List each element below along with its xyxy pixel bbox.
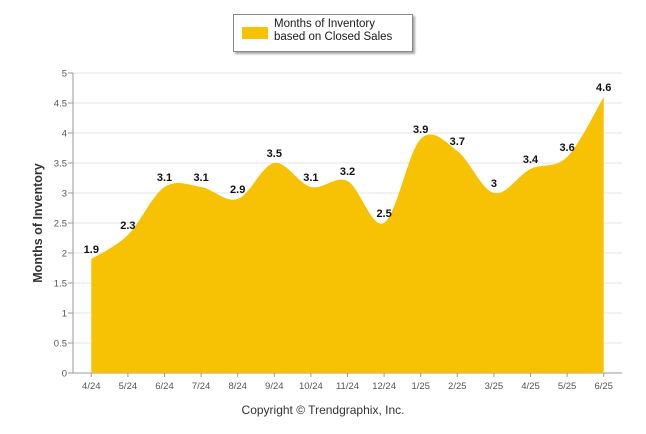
x-tick-label: 11/24 (336, 381, 359, 392)
y-tick-label: 1 (62, 309, 67, 320)
y-tick-label: 4 (62, 129, 67, 140)
copyright-text: Copyright © Trendgraphix, Inc. (241, 403, 405, 417)
y-tick-label: 2.5 (54, 219, 67, 230)
x-tick-label: 12/24 (372, 381, 396, 392)
x-tick-label: 5/25 (558, 381, 577, 392)
data-label: 3.4 (523, 154, 539, 166)
data-label: 3.2 (340, 166, 355, 178)
x-tick-label: 8/24 (228, 381, 247, 392)
data-label: 3.1 (303, 172, 318, 184)
x-tick-label: 3/25 (485, 381, 504, 392)
x-tick-label: 9/24 (265, 381, 284, 392)
y-tick-label: 2 (62, 249, 67, 260)
y-tick-label: 3.5 (54, 159, 67, 170)
data-label: 3.1 (193, 172, 208, 184)
y-tick-label: 5 (62, 69, 67, 80)
legend-swatch (242, 27, 268, 39)
data-label: 2.5 (376, 208, 391, 220)
data-label: 3.7 (450, 136, 465, 148)
y-axis-label: Months of Inventory (31, 163, 45, 283)
x-tick-label: 7/24 (192, 381, 211, 392)
data-label: 3 (491, 178, 497, 190)
x-tick-label: 4/24 (82, 381, 101, 392)
y-tick-label: 1.5 (54, 279, 67, 290)
data-label: 2.9 (230, 184, 245, 196)
y-tick-label: 0 (62, 369, 67, 380)
x-tick-label: 2/25 (448, 381, 467, 392)
x-tick-label: 6/24 (155, 381, 174, 392)
y-tick-label: 4.5 (54, 99, 67, 110)
data-label: 2.3 (120, 220, 135, 232)
legend-label: Months of Inventory based on Closed Sale… (274, 18, 393, 43)
data-label: 3.6 (559, 142, 574, 154)
legend: Months of Inventory based on Closed Sale… (233, 14, 413, 52)
x-tick-label: 6/25 (594, 381, 613, 392)
data-label: 3.9 (413, 124, 428, 136)
data-label: 3.5 (267, 148, 282, 160)
x-tick-label: 10/24 (299, 381, 323, 392)
y-tick-label: 0.5 (54, 339, 67, 350)
data-label: 3.1 (157, 172, 172, 184)
x-tick-label: 5/24 (119, 381, 138, 392)
data-label: 4.6 (596, 82, 611, 94)
x-tick-label: 1/25 (411, 381, 430, 392)
x-tick-label: 4/25 (521, 381, 540, 392)
y-tick-label: 3 (62, 189, 67, 200)
data-label: 1.9 (84, 244, 99, 256)
area-series (91, 97, 604, 373)
